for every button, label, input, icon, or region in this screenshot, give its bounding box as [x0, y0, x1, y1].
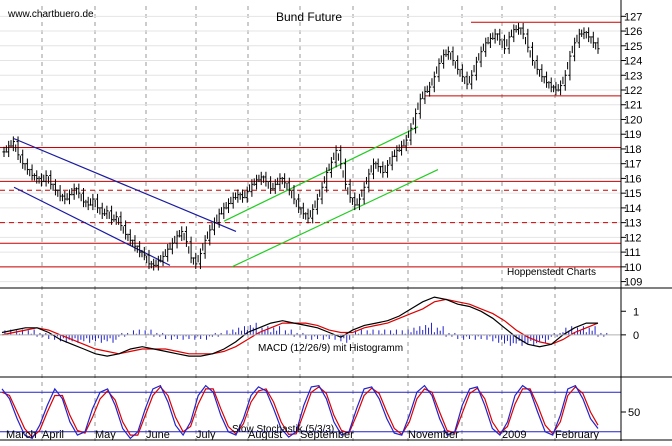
price-tick-label: 112: [624, 232, 642, 244]
price-tick-label: 111: [624, 247, 641, 259]
price-tick-label: 118: [624, 144, 642, 156]
price-tick-label: 114: [624, 203, 642, 215]
macd-layer: [0, 296, 621, 357]
price-tick-label: 110: [624, 262, 642, 274]
month-label: September: [300, 429, 354, 441]
uptrend-channel-upper: [223, 126, 419, 222]
month-label: February: [555, 429, 600, 441]
month-label: November: [408, 429, 459, 441]
price-tick-label: 121: [624, 100, 642, 112]
chart-title: Bund Future: [276, 10, 342, 24]
downtrend-channel-upper: [13, 138, 237, 233]
month-label: May: [95, 429, 116, 441]
uptrend-channel-lower: [231, 169, 439, 268]
stochastic-tick-label: 50: [628, 407, 640, 419]
macd-tick-label: 1: [633, 306, 639, 318]
month-label: 2009: [502, 429, 526, 441]
price-tick-label: 124: [624, 56, 642, 68]
price-tick-label: 116: [624, 173, 642, 185]
macd-title: MACD (12/26/9) mit Histogramm: [258, 343, 403, 354]
text-layer: www.chartbuero.de Bund Future Hoppensted…: [7, 9, 596, 435]
month-label: March: [6, 429, 37, 441]
stochastic-k-line: [1, 384, 599, 440]
price-tick-label: 109: [624, 277, 642, 289]
price-tick-label: 115: [624, 188, 642, 200]
watermark-label: www.chartbuero.de: [7, 9, 94, 20]
price-tick-label: 117: [624, 159, 642, 171]
price-tick-label: 119: [624, 129, 642, 141]
stochastic-layer: [0, 384, 621, 440]
macd-signal-line: [1, 298, 599, 355]
price-layer: [2, 22, 600, 271]
stochastic-title: Slow Stochastik (5/3/3): [232, 424, 334, 435]
price-tick-label: 127: [624, 11, 642, 23]
price-tick-label: 123: [624, 70, 642, 82]
source-label: Hoppenstedt Charts: [507, 267, 596, 278]
month-label: July: [196, 429, 216, 441]
price-tick-label: 125: [624, 41, 642, 53]
month-label: June: [146, 429, 170, 441]
stochastic-d-line: [1, 385, 599, 438]
month-label: April: [42, 429, 64, 441]
price-tick-label: 126: [624, 26, 642, 38]
support-resistance-layer: [0, 21, 621, 268]
price-tick-label: 120: [624, 114, 642, 126]
macd-line: [1, 296, 598, 357]
price-tick-label: 122: [624, 85, 642, 97]
macd-tick-label: 0: [633, 330, 639, 342]
month-label: August: [248, 429, 282, 441]
price-tick-label: 113: [624, 218, 642, 230]
